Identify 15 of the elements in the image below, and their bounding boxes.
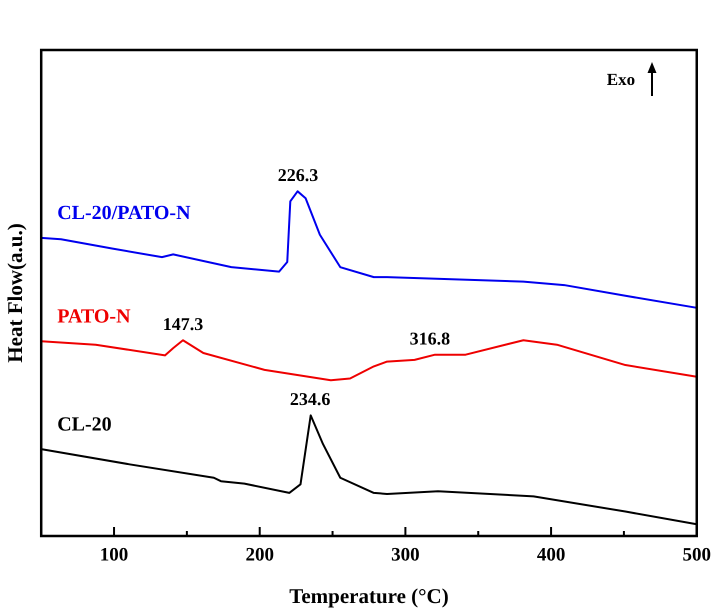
series-label: PATO-N xyxy=(57,305,132,328)
x-tick-label: 300 xyxy=(391,544,420,566)
annotation: 226.3 xyxy=(278,164,318,185)
x-tick-label: 400 xyxy=(536,544,566,566)
annotation: 316.8 xyxy=(410,328,450,348)
text: Exo xyxy=(606,70,636,90)
x-tick-label: 200 xyxy=(245,544,274,566)
x-tick-label: 100 xyxy=(100,544,128,566)
x-tick-label: 500 xyxy=(682,544,711,566)
series-label: CL-20 xyxy=(57,413,112,436)
annotation: 234.6 xyxy=(290,389,330,410)
y-axis-title: Heat Flow(a.u.) xyxy=(3,223,28,363)
series-label: CL-20/PATO-N xyxy=(57,202,192,224)
annotation: 147.3 xyxy=(162,314,204,334)
x-axis-title: Temperature (°C) xyxy=(289,584,449,608)
